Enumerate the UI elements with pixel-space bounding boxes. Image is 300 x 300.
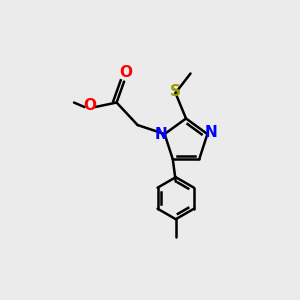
Text: N: N [205,125,218,140]
Text: N: N [154,127,167,142]
Text: O: O [83,98,96,113]
Text: O: O [119,65,132,80]
Text: S: S [170,84,181,99]
